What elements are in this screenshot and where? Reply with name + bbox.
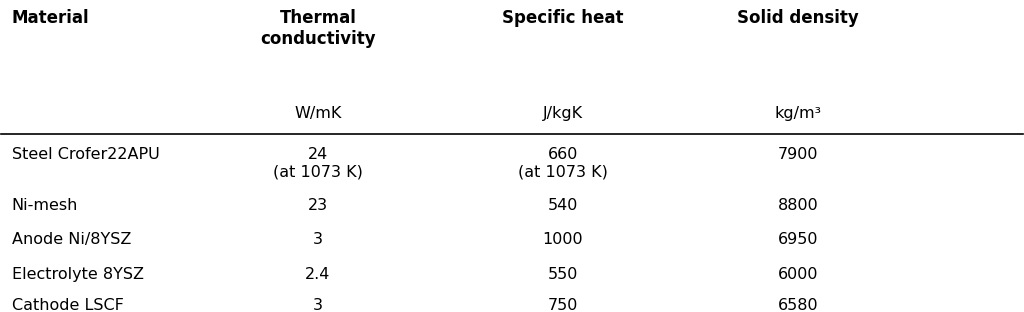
Text: 7900: 7900: [777, 147, 818, 162]
Text: 6950: 6950: [777, 232, 818, 247]
Text: Solid density: Solid density: [737, 9, 859, 27]
Text: 6580: 6580: [777, 299, 818, 312]
Text: 23: 23: [308, 198, 328, 213]
Text: 550: 550: [548, 267, 579, 282]
Text: Specific heat: Specific heat: [503, 9, 624, 27]
Text: 660
(at 1073 K): 660 (at 1073 K): [518, 147, 608, 180]
Text: 24
(at 1073 K): 24 (at 1073 K): [273, 147, 362, 180]
Text: Steel Crofer22APU: Steel Crofer22APU: [11, 147, 160, 162]
Text: 1000: 1000: [543, 232, 584, 247]
Text: 8800: 8800: [777, 198, 818, 213]
Text: Material: Material: [11, 9, 89, 27]
Text: 6000: 6000: [777, 267, 818, 282]
Text: Electrolyte 8YSZ: Electrolyte 8YSZ: [11, 267, 143, 282]
Text: 3: 3: [313, 232, 323, 247]
Text: J/kgK: J/kgK: [543, 106, 583, 121]
Text: kg/m³: kg/m³: [774, 106, 821, 121]
Text: Anode Ni/8YSZ: Anode Ni/8YSZ: [11, 232, 131, 247]
Text: 3: 3: [313, 299, 323, 312]
Text: 540: 540: [548, 198, 579, 213]
Text: 2.4: 2.4: [305, 267, 331, 282]
Text: W/mK: W/mK: [294, 106, 342, 121]
Text: Cathode LSCF: Cathode LSCF: [11, 299, 124, 312]
Text: Thermal
conductivity: Thermal conductivity: [260, 9, 376, 48]
Text: Ni-mesh: Ni-mesh: [11, 198, 78, 213]
Text: 750: 750: [548, 299, 579, 312]
